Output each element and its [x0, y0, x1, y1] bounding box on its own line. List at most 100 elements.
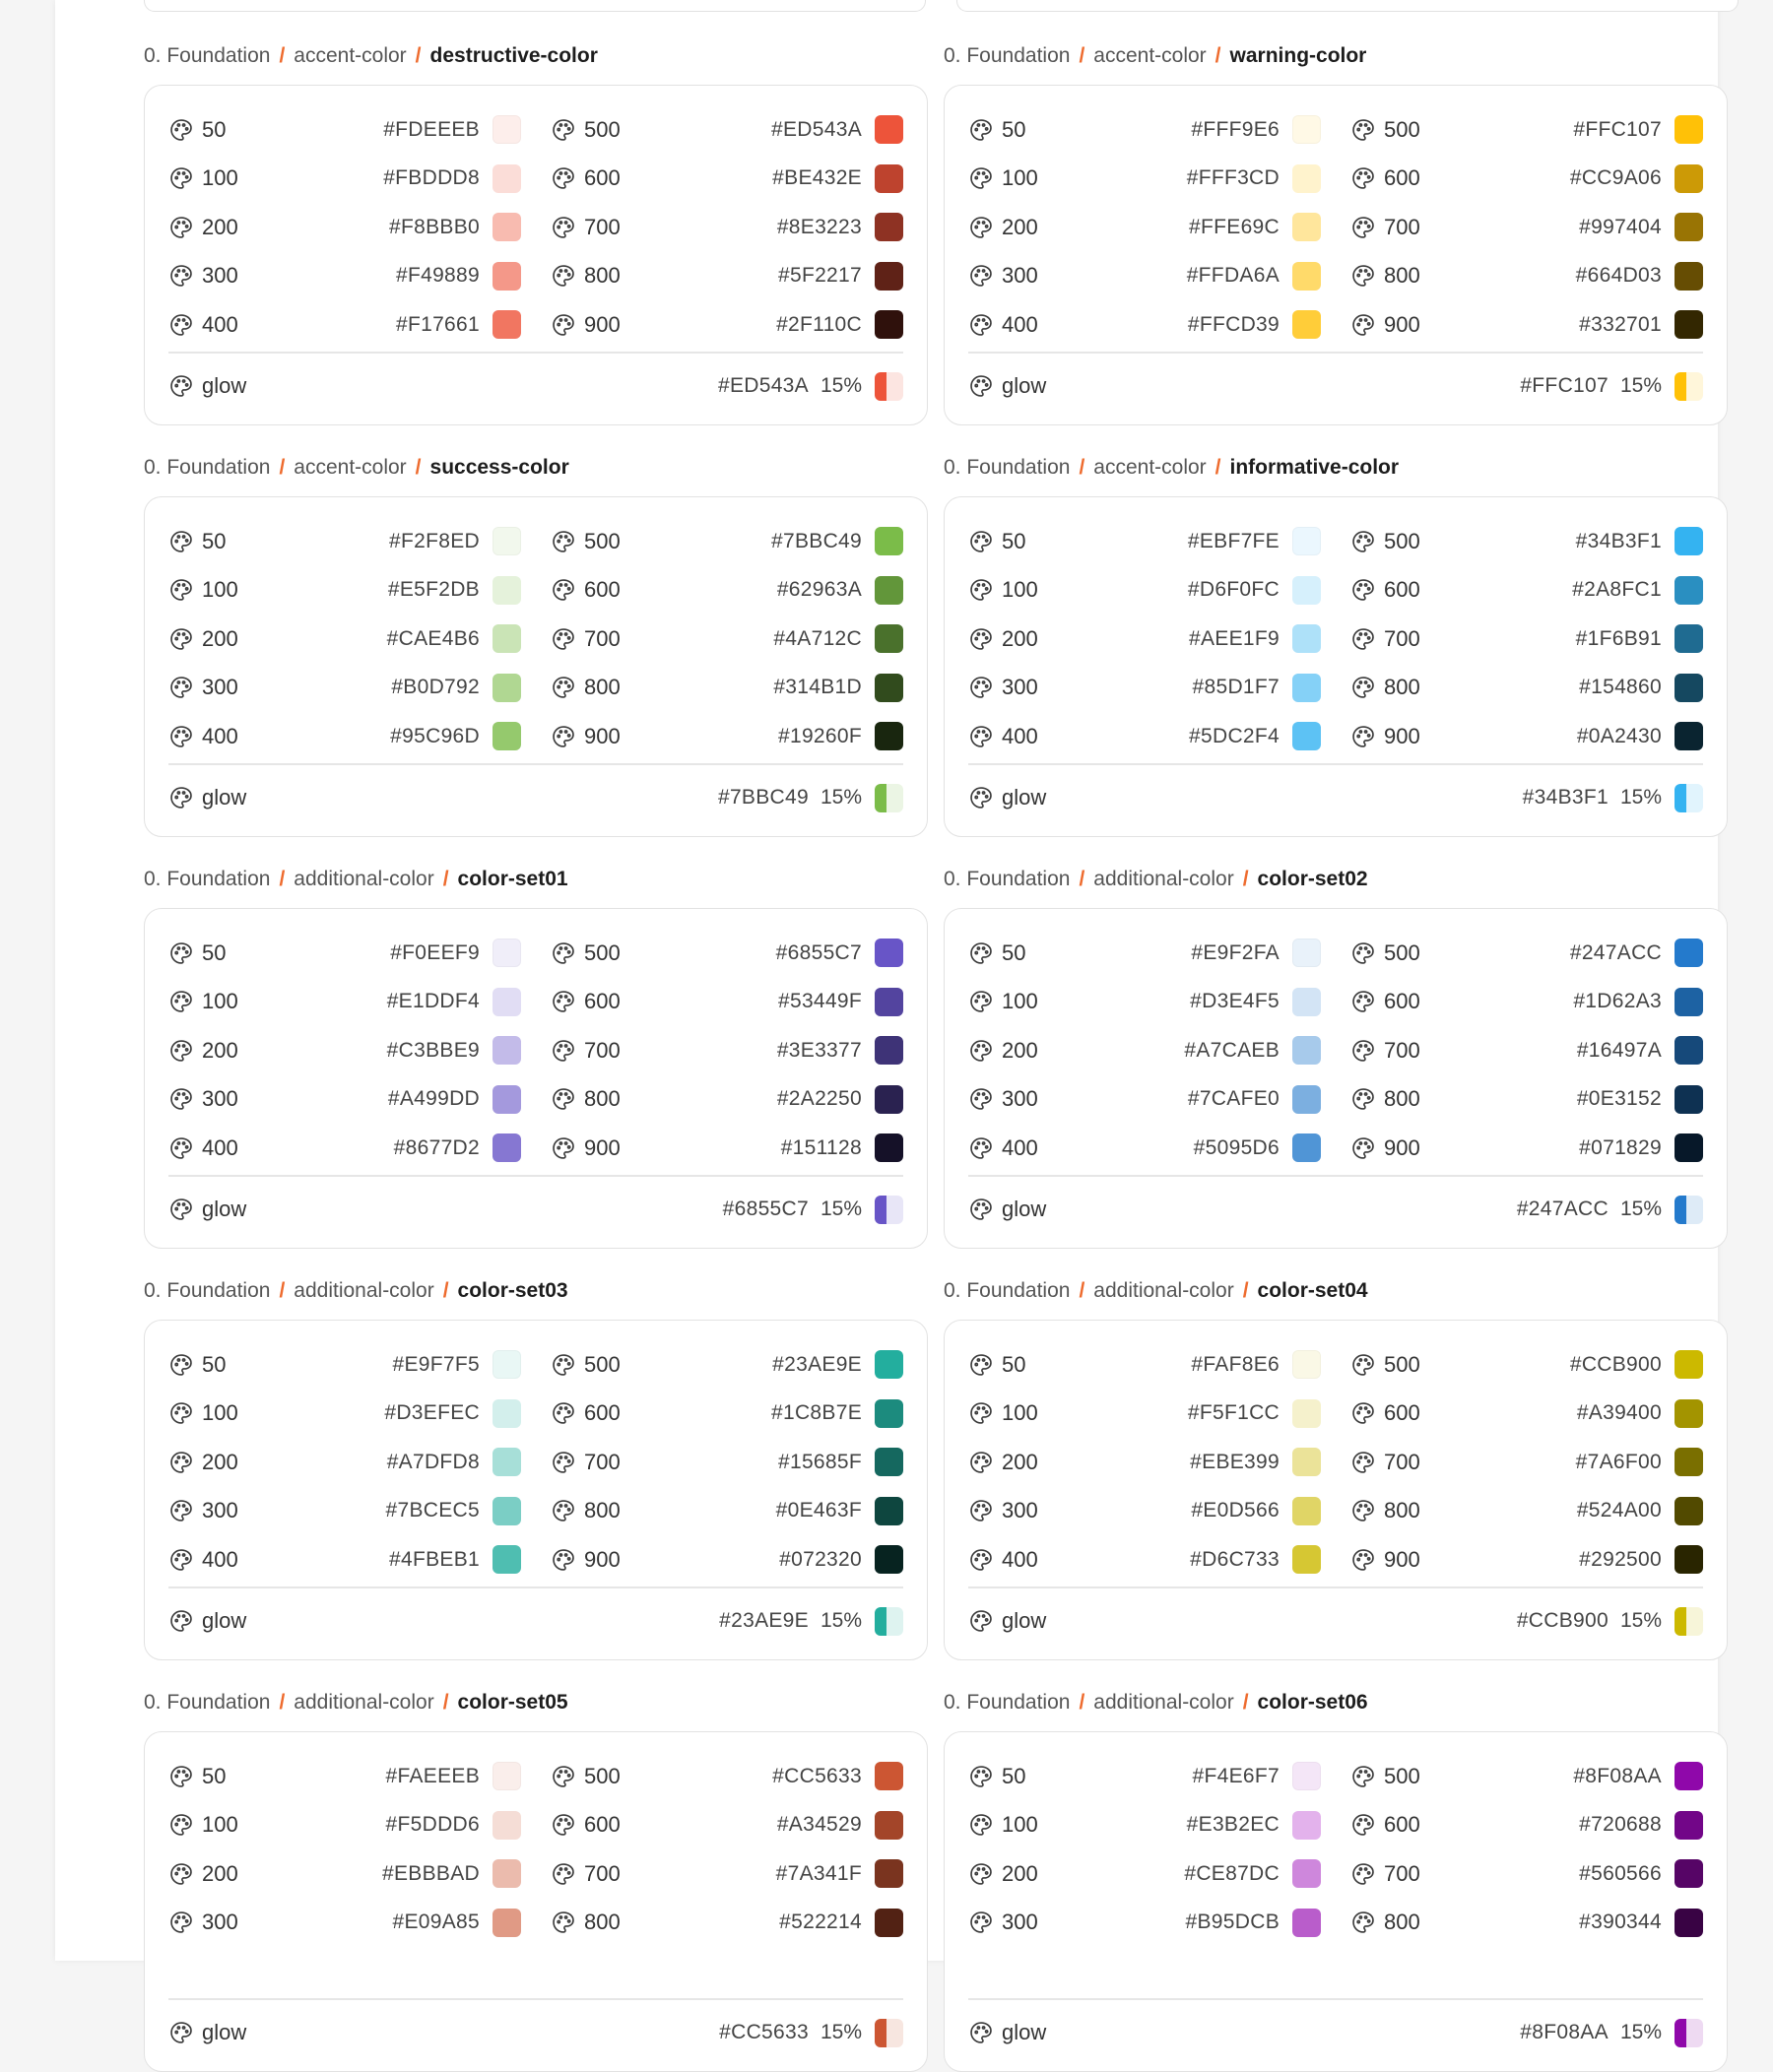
color-swatch[interactable] [1292, 624, 1321, 654]
color-swatch[interactable] [1674, 1496, 1703, 1525]
color-swatch[interactable] [492, 1133, 521, 1163]
color-token[interactable]: 800 #664D03 [1350, 252, 1703, 301]
color-token[interactable]: 500 #7BBC49 [551, 517, 903, 566]
color-token[interactable]: 700 #16497A [1350, 1026, 1703, 1075]
color-token[interactable]: 300 #F49889 [168, 252, 551, 301]
color-swatch[interactable] [492, 261, 521, 291]
color-token[interactable]: 800 #522214 [551, 1899, 903, 1948]
color-token[interactable]: 800 #154860 [1350, 664, 1703, 713]
color-token[interactable]: 100 #E3B2EC [968, 1801, 1350, 1850]
color-token[interactable]: 400 #5DC2F4 [968, 712, 1350, 761]
color-swatch[interactable] [1674, 1133, 1703, 1163]
color-swatch[interactable] [1292, 115, 1321, 145]
color-token[interactable]: 200 #CAE4B6 [168, 615, 551, 664]
color-swatch[interactable] [1292, 1810, 1321, 1840]
color-swatch[interactable] [492, 722, 521, 751]
breadcrumb-root[interactable]: 0. Foundation [944, 1279, 1071, 1302]
color-token[interactable]: 400 #8677D2 [168, 1124, 551, 1173]
color-swatch[interactable] [492, 1350, 521, 1380]
color-token[interactable]: 100 #FBDDD8 [168, 155, 551, 204]
color-token[interactable]: 50 #E9F2FA [968, 929, 1350, 978]
color-swatch[interactable] [492, 673, 521, 702]
breadcrumb-group[interactable]: accent-color [294, 44, 407, 67]
color-swatch[interactable] [1674, 213, 1703, 242]
color-swatch[interactable] [1292, 575, 1321, 605]
color-swatch[interactable] [875, 1859, 903, 1889]
glow-swatch[interactable] [1674, 2018, 1703, 2047]
glow-token[interactable]: glow #ED543A 15% [168, 354, 903, 419]
color-swatch[interactable] [1292, 722, 1321, 751]
color-token[interactable]: 300 #A499DD [168, 1075, 551, 1125]
color-token[interactable]: 400 #F17661 [168, 300, 551, 350]
color-swatch[interactable] [875, 1084, 903, 1114]
color-swatch[interactable] [1674, 1545, 1703, 1575]
color-token[interactable]: 700 #560566 [1350, 1849, 1703, 1899]
glow-token[interactable]: glow #8F08AA 15% [968, 2000, 1703, 2065]
color-swatch[interactable] [492, 939, 521, 968]
color-swatch[interactable] [1674, 575, 1703, 605]
color-swatch[interactable] [492, 1859, 521, 1889]
color-token[interactable]: 400 #4FBEB1 [168, 1535, 551, 1585]
color-token[interactable]: 200 #C3BBE9 [168, 1026, 551, 1075]
breadcrumb-group[interactable]: additional-color [294, 868, 434, 890]
color-token[interactable]: 300 #FFDA6A [968, 252, 1350, 301]
color-token[interactable]: 100 #E1DDF4 [168, 978, 551, 1027]
color-token[interactable]: 600 #720688 [1350, 1801, 1703, 1850]
color-swatch[interactable] [1292, 1859, 1321, 1889]
color-swatch[interactable] [1292, 527, 1321, 556]
color-token[interactable]: 700 #4A712C [551, 615, 903, 664]
color-swatch[interactable] [1292, 1133, 1321, 1163]
color-token[interactable]: 200 #A7CAEB [968, 1026, 1350, 1075]
color-swatch[interactable] [1292, 163, 1321, 193]
color-swatch[interactable] [492, 163, 521, 193]
color-swatch[interactable] [1292, 1350, 1321, 1380]
color-swatch[interactable] [1292, 1762, 1321, 1791]
color-token[interactable]: 300 #E0D566 [968, 1487, 1350, 1536]
color-swatch[interactable] [875, 115, 903, 145]
color-token[interactable]: 600 #A39400 [1350, 1390, 1703, 1439]
color-swatch[interactable] [875, 261, 903, 291]
breadcrumb-root[interactable]: 0. Foundation [144, 456, 271, 479]
color-swatch[interactable] [875, 722, 903, 751]
color-swatch[interactable] [492, 1496, 521, 1525]
glow-swatch[interactable] [1674, 783, 1703, 812]
color-token[interactable]: 200 #CE87DC [968, 1849, 1350, 1899]
glow-swatch[interactable] [1674, 1606, 1703, 1636]
color-swatch[interactable] [1292, 213, 1321, 242]
color-swatch[interactable] [875, 527, 903, 556]
color-swatch[interactable] [492, 1545, 521, 1575]
color-token[interactable]: 700 #997404 [1350, 203, 1703, 252]
color-token[interactable]: 700 #7A6F00 [1350, 1438, 1703, 1487]
color-swatch[interactable] [875, 1398, 903, 1428]
color-token[interactable]: 600 #BE432E [551, 155, 903, 204]
color-token[interactable]: 100 #D6F0FC [968, 566, 1350, 615]
color-token[interactable]: 700 #15685F [551, 1438, 903, 1487]
glow-swatch[interactable] [875, 371, 903, 401]
color-token[interactable]: 200 #A7DFD8 [168, 1438, 551, 1487]
color-token[interactable]: 300 #E09A85 [168, 1899, 551, 1948]
color-token[interactable]: 700 #3E3377 [551, 1026, 903, 1075]
color-token[interactable]: 300 #85D1F7 [968, 664, 1350, 713]
color-swatch[interactable] [875, 1762, 903, 1791]
glow-swatch[interactable] [1674, 1195, 1703, 1224]
color-token[interactable]: 400 #D6C733 [968, 1535, 1350, 1585]
color-swatch[interactable] [1674, 1084, 1703, 1114]
color-swatch[interactable] [1292, 1036, 1321, 1066]
color-swatch[interactable] [492, 527, 521, 556]
breadcrumb-root[interactable]: 0. Foundation [144, 868, 271, 890]
color-swatch[interactable] [1292, 1448, 1321, 1477]
color-swatch[interactable] [1674, 1036, 1703, 1066]
color-swatch[interactable] [1292, 261, 1321, 291]
color-token[interactable]: 100 #D3EFEC [168, 1390, 551, 1439]
color-swatch[interactable] [1292, 673, 1321, 702]
breadcrumb-root[interactable]: 0. Foundation [144, 1691, 271, 1714]
color-token[interactable]: 500 #6855C7 [551, 929, 903, 978]
color-token[interactable]: 900 #071829 [1350, 1124, 1703, 1173]
color-token[interactable]: 50 #FFF9E6 [968, 105, 1350, 155]
color-token[interactable]: 800 #2A2250 [551, 1075, 903, 1125]
color-token[interactable]: 700 #7A341F [551, 1849, 903, 1899]
color-swatch[interactable] [1292, 1496, 1321, 1525]
color-swatch[interactable] [1674, 163, 1703, 193]
color-token[interactable]: 400 #95C96D [168, 712, 551, 761]
color-swatch[interactable] [492, 115, 521, 145]
